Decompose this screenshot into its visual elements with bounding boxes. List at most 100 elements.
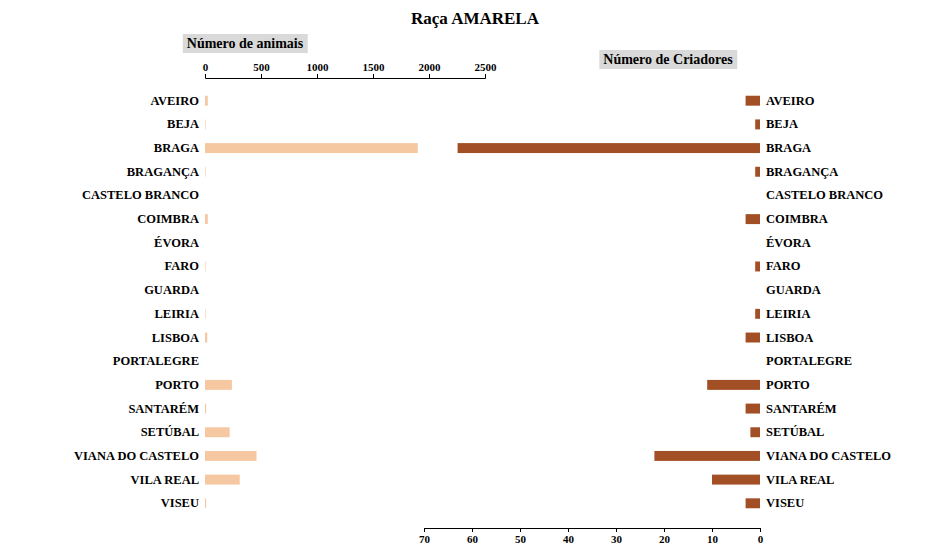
bar — [205, 333, 207, 343]
tick: 30 — [611, 528, 623, 545]
tick-mark — [424, 528, 425, 532]
tick: VILA REAL — [760, 473, 834, 487]
tick-mark — [472, 528, 473, 532]
tick-label: 30 — [611, 533, 623, 545]
category-label: VIANA DO CASTELO — [766, 449, 891, 463]
category-label: LISBOA — [152, 331, 199, 345]
category-label: BEJA — [766, 117, 798, 131]
category-label: SANTARÉM — [128, 402, 199, 416]
tick-mark — [664, 528, 665, 532]
bar — [746, 404, 760, 414]
bar — [205, 380, 232, 390]
tick: BRAGANÇA — [127, 165, 205, 179]
bar — [760, 285, 761, 295]
bar — [205, 404, 206, 414]
tick: CASTELO BRANCO — [82, 188, 205, 202]
category-label: CASTELO BRANCO — [766, 188, 883, 202]
bar — [205, 427, 230, 437]
tick: 70 — [419, 528, 431, 545]
panel-title: Número de animais — [187, 36, 304, 51]
category-label: LEIRIA — [155, 307, 199, 321]
category-label: VISEU — [161, 496, 199, 510]
category-label: GUARDA — [144, 283, 199, 297]
category-label: BRAGA — [154, 141, 199, 155]
tick: 20 — [659, 528, 671, 545]
bar — [205, 167, 206, 177]
tick-label: 1000 — [307, 61, 330, 73]
bar — [760, 238, 761, 248]
category-label: SETÚBAL — [141, 425, 199, 439]
category-label: SETÚBAL — [766, 425, 824, 439]
tick: COIMBRA — [137, 212, 205, 226]
bar — [755, 167, 760, 177]
tick: GUARDA — [144, 283, 205, 297]
bar — [205, 190, 206, 200]
bars — [205, 96, 418, 509]
tick: AVEIRO — [760, 94, 815, 108]
category-label: PORTO — [766, 378, 810, 392]
tick: 0 — [758, 528, 764, 545]
tick: BRAGA — [760, 141, 811, 155]
panel-1: 010203040506070AVEIROBEJABRAGABRAGANÇACA… — [419, 50, 891, 545]
tick-mark — [520, 528, 521, 532]
panel-0: 05001000150020002500AVEIROBEJABRAGABRAGA… — [74, 34, 497, 510]
tick-label: 10 — [707, 533, 719, 545]
tick: 10 — [707, 528, 719, 545]
tick-mark — [317, 74, 318, 78]
chart-svg: Raça AMARELA05001000150020002500AVEIROBE… — [0, 0, 950, 560]
bars — [458, 96, 760, 509]
category-label: FARO — [165, 259, 200, 273]
tick-label: 70 — [419, 533, 431, 545]
tick: PORTO — [760, 378, 810, 392]
tick: CASTELO BRANCO — [760, 188, 883, 202]
category-label: LISBOA — [766, 331, 813, 345]
bar — [205, 119, 206, 129]
tick-label: 500 — [253, 61, 270, 73]
bar — [205, 143, 418, 153]
tick: LEIRIA — [155, 307, 205, 321]
tick-label: 0 — [758, 533, 764, 545]
category-label: FARO — [766, 259, 801, 273]
tick: 2000 — [419, 61, 442, 78]
tick-label: 2500 — [475, 61, 498, 73]
category-label: AVEIRO — [766, 94, 815, 108]
tick: PORTALEGRE — [113, 354, 205, 368]
category-label: GUARDA — [766, 283, 821, 297]
tick: 0 — [203, 61, 209, 78]
tick: 500 — [253, 61, 270, 78]
tick: FARO — [760, 259, 801, 273]
tick: VISEU — [760, 496, 804, 510]
panel-header: Número de animais — [183, 34, 308, 53]
category-label: COIMBRA — [766, 212, 828, 226]
tick: BRAGANÇA — [760, 165, 838, 179]
bar — [205, 498, 206, 508]
tick-mark — [373, 74, 374, 78]
panel-title-background — [183, 34, 308, 53]
tick: 50 — [515, 528, 527, 545]
bar — [458, 143, 760, 153]
tick-label: 20 — [659, 533, 671, 545]
tick: VIANA DO CASTELO — [760, 449, 891, 463]
tick-mark — [205, 74, 206, 78]
axis-line — [206, 74, 486, 79]
bar — [746, 333, 760, 343]
tick: SETÚBAL — [141, 425, 205, 439]
category-axis: AVEIROBEJABRAGABRAGANÇACASTELO BRANCOCOI… — [74, 94, 205, 511]
tick-label: 50 — [515, 533, 527, 545]
tick: BRAGA — [154, 141, 205, 155]
tick-label: 2000 — [419, 61, 442, 73]
bar — [205, 96, 208, 106]
value-axis: 010203040506070 — [419, 528, 764, 545]
chart-container: Raça AMARELA05001000150020002500AVEIROBE… — [0, 0, 950, 560]
tick: ÉVORA — [760, 236, 811, 250]
category-label: VISEU — [766, 496, 804, 510]
bar — [760, 190, 761, 200]
chart-title: Raça AMARELA — [411, 9, 540, 28]
bar — [654, 451, 760, 461]
tick: SETÚBAL — [760, 425, 824, 439]
category-label: ÉVORA — [154, 236, 199, 250]
tick: LISBOA — [152, 331, 205, 345]
category-label: VIANA DO CASTELO — [74, 449, 199, 463]
value-axis: 05001000150020002500 — [203, 61, 497, 79]
tick-mark — [261, 74, 262, 78]
